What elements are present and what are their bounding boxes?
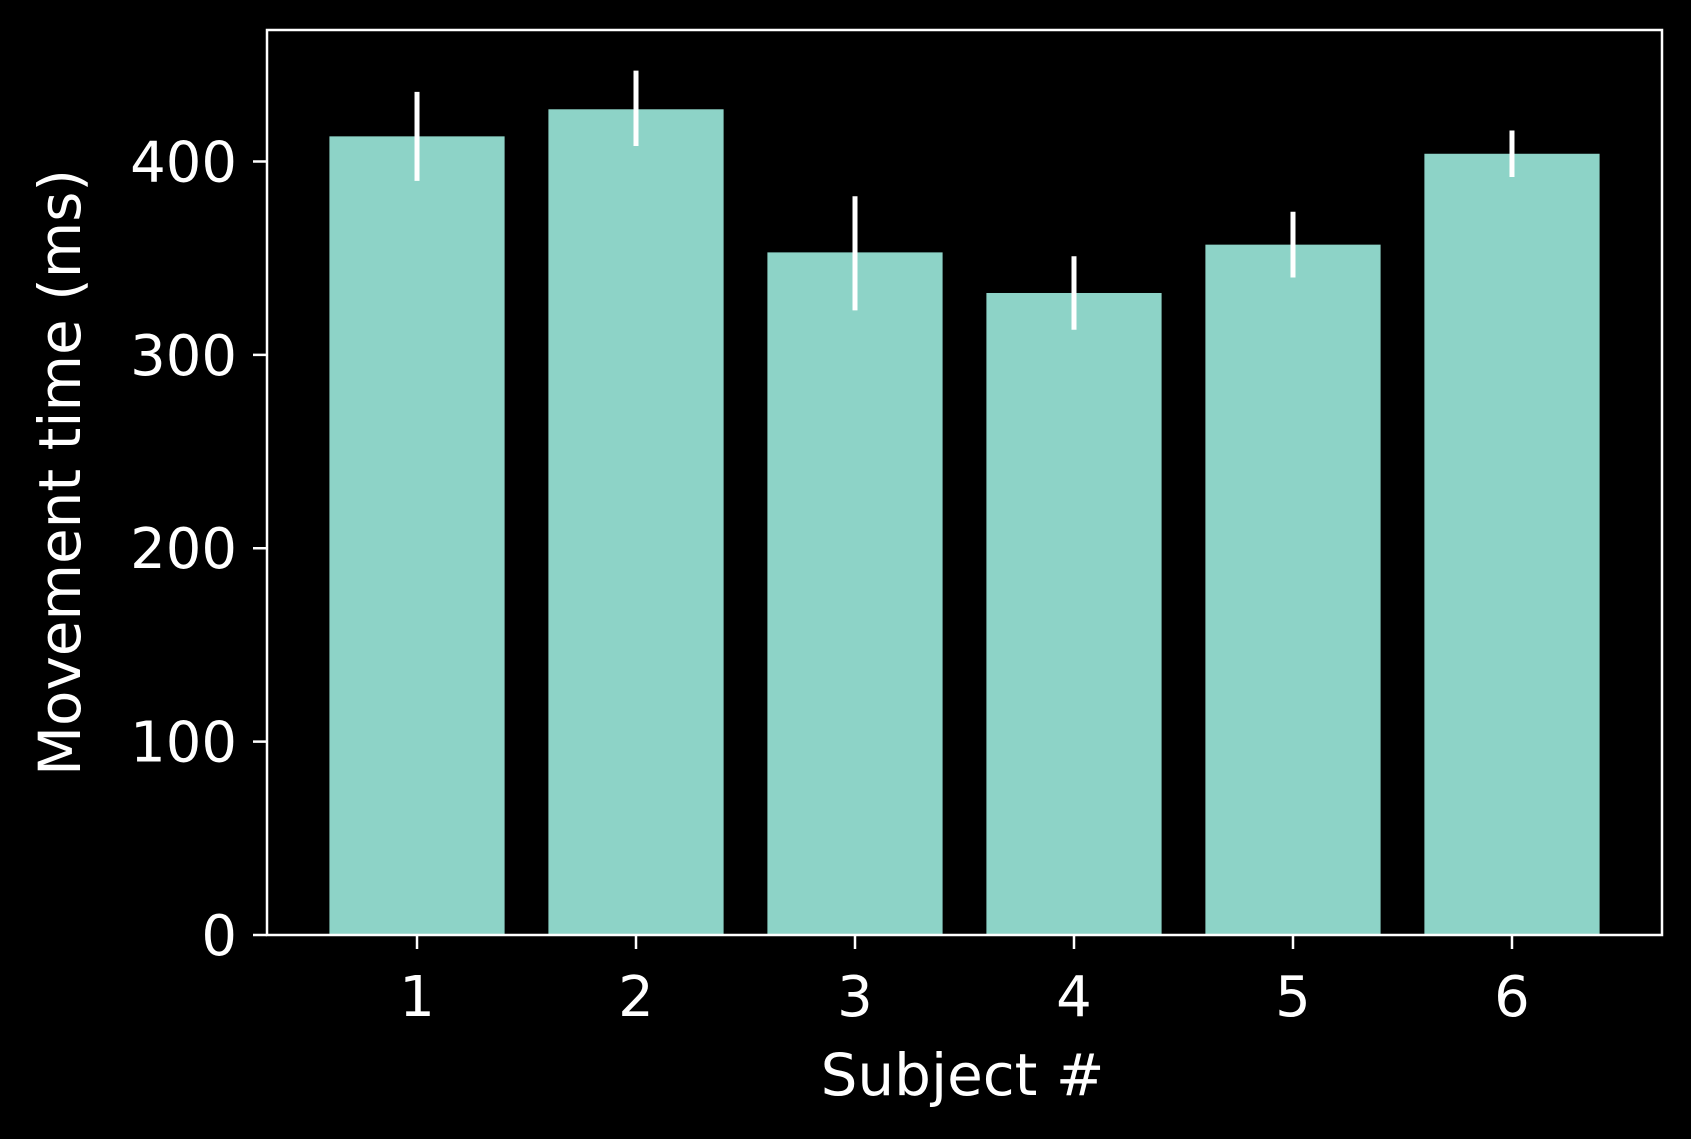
bar-subject-6 (1424, 153, 1600, 935)
x-axis-label: Subject # (821, 1041, 1105, 1109)
x-tick-label: 3 (837, 965, 873, 1030)
x-tick-label: 1 (399, 965, 435, 1030)
y-tick-label: 100 (130, 711, 237, 776)
y-tick-label: 200 (130, 517, 237, 582)
bar-subject-4 (986, 292, 1162, 935)
bar-subject-1 (329, 136, 505, 936)
bars-layer (329, 109, 1600, 936)
bar-subject-3 (767, 252, 943, 936)
x-axis-ticks: 1 2 3 4 5 6 (399, 935, 1530, 1030)
plot-frame (265, 28, 1664, 937)
x-tick-label: 5 (1275, 965, 1311, 1030)
y-tick-label: 400 (130, 130, 237, 195)
bar-subject-5 (1205, 244, 1381, 935)
y-tick-label: 0 (201, 904, 237, 969)
x-tick-label: 6 (1494, 965, 1530, 1030)
error-bars-layer (414, 70, 1515, 330)
bar-subject-2 (548, 109, 724, 936)
x-tick-label: 4 (1056, 965, 1092, 1030)
x-tick-label: 2 (618, 965, 654, 1030)
y-axis-ticks: 0 100 200 300 400 (130, 130, 267, 969)
y-axis-label: Movement time (ms) (26, 169, 94, 776)
y-tick-label: 300 (130, 324, 237, 389)
